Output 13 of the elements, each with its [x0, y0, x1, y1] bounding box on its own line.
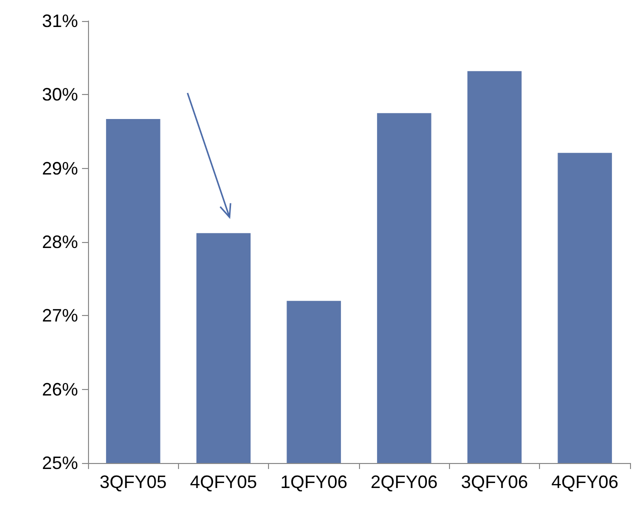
x-tick-label: 3QFY06 [460, 472, 528, 492]
y-tick-label: 29% [42, 158, 78, 178]
y-tick-label: 31% [42, 11, 78, 31]
x-tick-label: 1QFY06 [280, 472, 348, 492]
x-tick-label: 4QFY05 [190, 472, 258, 492]
y-tick-label: 30% [42, 84, 78, 105]
y-tick-label: 25% [42, 453, 78, 473]
x-tick-label: 3QFY05 [100, 472, 167, 492]
x-tick-label: 4QFY06 [551, 472, 618, 492]
y-tick-label: 27% [42, 306, 78, 326]
y-tick-label: 28% [42, 232, 78, 252]
y-tick-label: 26% [42, 379, 78, 400]
x-tick-label: 2QFY06 [370, 472, 438, 492]
